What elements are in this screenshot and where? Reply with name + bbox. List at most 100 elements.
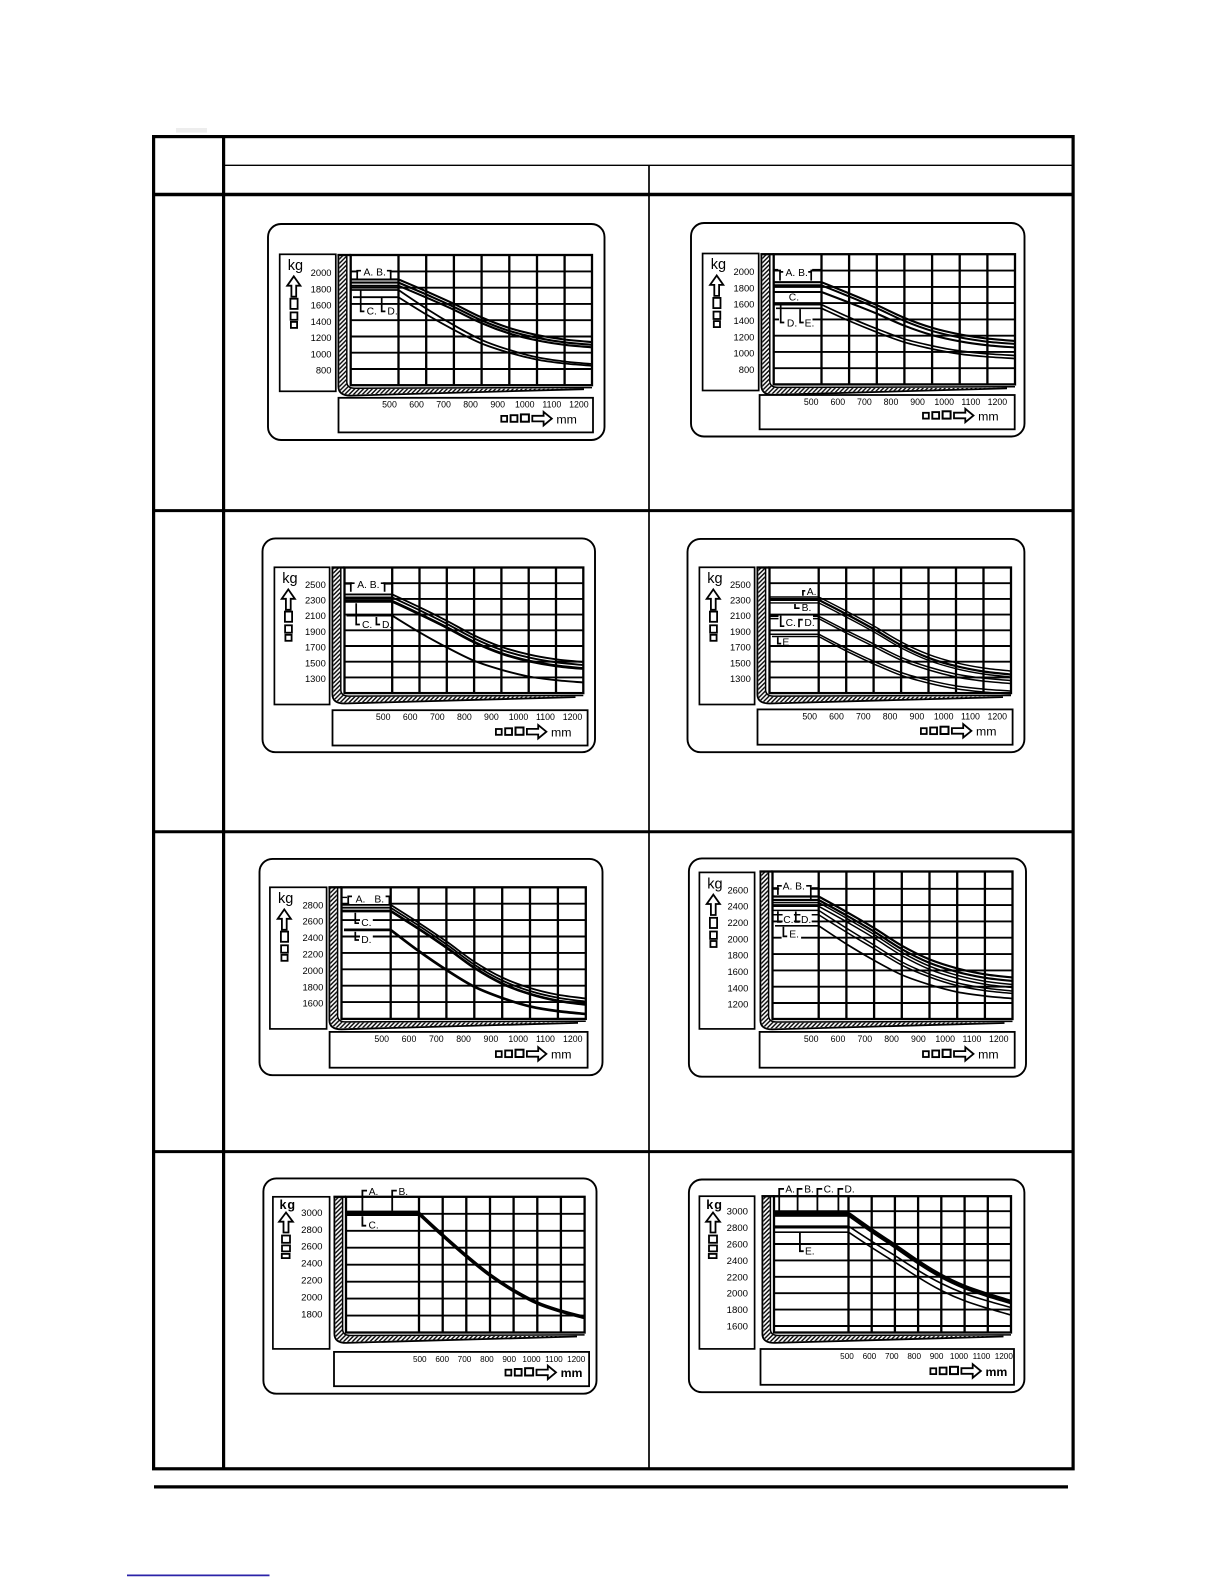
svg-text:1700: 1700 <box>305 642 326 653</box>
svg-text:1600: 1600 <box>727 1322 748 1333</box>
svg-text:2400: 2400 <box>727 1256 748 1267</box>
svg-text:900: 900 <box>930 1352 944 1361</box>
svg-text:600: 600 <box>435 1355 449 1364</box>
svg-text:2400: 2400 <box>302 932 323 943</box>
svg-text:A.: A. <box>356 895 366 906</box>
svg-text:900: 900 <box>484 712 499 722</box>
svg-text:mm: mm <box>551 1048 572 1062</box>
svg-text:600: 600 <box>402 1034 417 1044</box>
svg-text:900: 900 <box>910 397 925 407</box>
svg-text:D.: D. <box>787 319 797 330</box>
svg-text:1600: 1600 <box>302 998 323 1009</box>
svg-text:1000: 1000 <box>935 1034 955 1044</box>
svg-text:D.: D. <box>387 307 397 318</box>
svg-text:B.: B. <box>399 1187 409 1198</box>
svg-text:800: 800 <box>884 397 899 407</box>
svg-text:C.: C. <box>369 1221 379 1232</box>
svg-text:kg: kg <box>706 1198 723 1212</box>
svg-text:1800: 1800 <box>727 1305 748 1316</box>
svg-text:500: 500 <box>374 1034 389 1044</box>
svg-text:800: 800 <box>456 1034 471 1044</box>
svg-text:1100: 1100 <box>536 1034 555 1044</box>
svg-text:2200: 2200 <box>302 949 323 960</box>
svg-text:900: 900 <box>484 1034 499 1044</box>
svg-text:500: 500 <box>804 397 819 407</box>
svg-text:mm: mm <box>976 725 997 739</box>
svg-text:D.: D. <box>361 935 371 946</box>
svg-text:1600: 1600 <box>727 966 748 977</box>
svg-text:B.: B. <box>804 1184 814 1195</box>
svg-text:kg: kg <box>282 571 297 587</box>
svg-text:C.: C. <box>367 307 377 318</box>
svg-text:D.: D. <box>801 915 811 926</box>
svg-text:600: 600 <box>403 712 418 722</box>
svg-text:1800: 1800 <box>301 1310 322 1321</box>
svg-text:A. B.: A. B. <box>364 267 386 278</box>
svg-text:700: 700 <box>856 711 871 721</box>
svg-text:800: 800 <box>739 364 755 375</box>
svg-text:1400: 1400 <box>734 315 755 326</box>
svg-text:1000: 1000 <box>522 1355 541 1364</box>
svg-text:1800: 1800 <box>734 283 755 294</box>
svg-text:1700: 1700 <box>730 642 751 653</box>
svg-text:2800: 2800 <box>727 1223 748 1234</box>
svg-text:700: 700 <box>430 712 445 722</box>
svg-text:700: 700 <box>429 1034 444 1044</box>
svg-text:B.: B. <box>374 895 384 906</box>
svg-text:kg: kg <box>278 891 293 907</box>
svg-text:C.: C. <box>783 915 793 926</box>
svg-text:2600: 2600 <box>301 1242 322 1253</box>
svg-text:1600: 1600 <box>734 299 755 310</box>
svg-text:2200: 2200 <box>727 917 748 928</box>
svg-text:A.: A. <box>369 1187 379 1198</box>
svg-text:1600: 1600 <box>311 300 332 311</box>
svg-text:600: 600 <box>831 1034 846 1044</box>
svg-text:2200: 2200 <box>301 1276 322 1287</box>
svg-text:2300: 2300 <box>730 595 751 606</box>
svg-text:kg: kg <box>707 571 722 587</box>
svg-text:900: 900 <box>490 400 505 410</box>
svg-text:500: 500 <box>413 1355 427 1364</box>
svg-text:500: 500 <box>840 1352 854 1361</box>
svg-text:2800: 2800 <box>301 1225 322 1236</box>
svg-text:500: 500 <box>376 712 391 722</box>
svg-text:1100: 1100 <box>963 1034 982 1044</box>
svg-text:1900: 1900 <box>730 626 751 637</box>
svg-text:2800: 2800 <box>302 899 323 910</box>
svg-text:1200: 1200 <box>988 711 1008 721</box>
svg-text:500: 500 <box>382 400 397 410</box>
svg-text:700: 700 <box>857 1034 872 1044</box>
svg-text:1500: 1500 <box>305 657 326 668</box>
svg-text:1000: 1000 <box>950 1352 969 1361</box>
svg-text:2000: 2000 <box>734 266 755 277</box>
svg-text:D.: D. <box>804 618 814 629</box>
svg-text:1800: 1800 <box>727 950 748 961</box>
svg-text:2100: 2100 <box>305 610 326 621</box>
svg-text:600: 600 <box>409 400 424 410</box>
svg-text:500: 500 <box>804 1034 819 1044</box>
svg-text:1100: 1100 <box>961 397 980 407</box>
svg-text:1000: 1000 <box>934 711 954 721</box>
svg-text:1000: 1000 <box>515 400 535 410</box>
svg-text:2000: 2000 <box>302 965 323 976</box>
svg-text:1200: 1200 <box>311 332 332 343</box>
svg-text:1200: 1200 <box>567 1355 586 1364</box>
svg-text:800: 800 <box>883 711 898 721</box>
svg-text:800: 800 <box>907 1352 921 1361</box>
svg-text:1100: 1100 <box>545 1355 563 1364</box>
svg-text:3000: 3000 <box>301 1208 322 1219</box>
svg-text:1800: 1800 <box>311 283 332 294</box>
svg-text:mm: mm <box>978 409 999 423</box>
svg-text:1000: 1000 <box>508 1034 528 1044</box>
svg-text:A. B.: A. B. <box>783 881 805 892</box>
svg-text:800: 800 <box>316 365 332 376</box>
svg-text:1100: 1100 <box>542 400 561 410</box>
svg-text:E.: E. <box>805 1247 815 1258</box>
svg-text:D.: D. <box>382 620 392 631</box>
svg-text:2600: 2600 <box>727 1240 748 1251</box>
svg-text:1200: 1200 <box>563 1034 583 1044</box>
svg-text:1200: 1200 <box>995 1352 1014 1361</box>
svg-text:B.: B. <box>802 603 812 614</box>
svg-text:C.: C. <box>789 292 799 303</box>
svg-text:600: 600 <box>863 1352 877 1361</box>
